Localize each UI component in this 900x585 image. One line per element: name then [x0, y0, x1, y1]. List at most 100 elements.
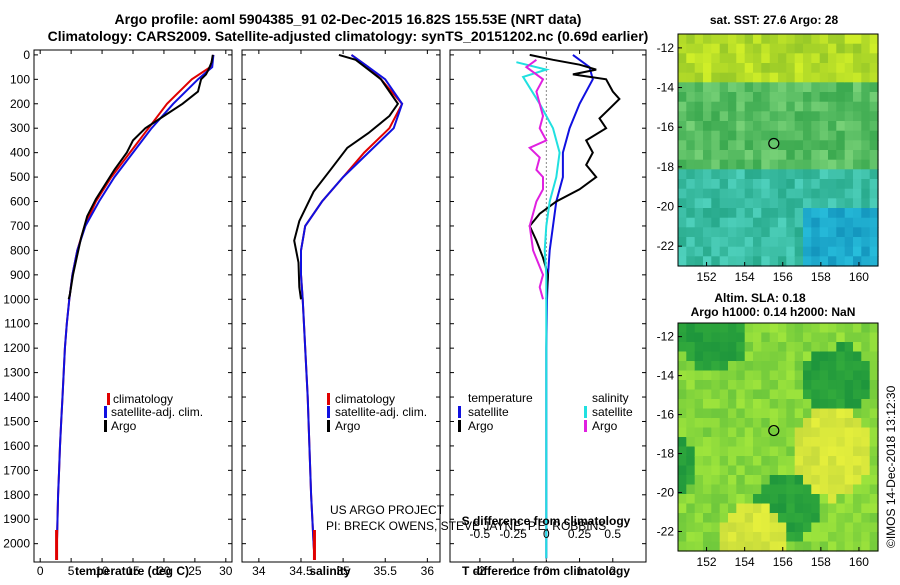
map-cell — [794, 246, 804, 257]
map-cell — [844, 237, 854, 248]
map-cell — [869, 188, 879, 199]
map-cell — [786, 370, 796, 381]
map-cell — [786, 101, 796, 112]
map-cell — [736, 513, 746, 524]
map-cell — [836, 208, 846, 219]
y-tick-label: 400 — [10, 146, 30, 160]
map-cell — [828, 92, 837, 103]
map-cell — [811, 227, 821, 238]
map-cell — [711, 140, 721, 151]
map-cell — [778, 389, 787, 400]
map-cell — [711, 92, 721, 103]
temperature-legend: climatology satellite-adj. clim. Argo — [104, 392, 203, 433]
map-cell — [711, 399, 721, 410]
map-cell — [678, 130, 687, 141]
map-cell — [753, 503, 762, 514]
map-cell — [744, 159, 754, 170]
map-cell — [769, 513, 779, 524]
y-tick-label: 1400 — [3, 390, 30, 404]
map-cell — [828, 198, 837, 209]
map-cell — [711, 541, 721, 552]
map-cell — [736, 323, 746, 334]
map-cell — [678, 408, 687, 419]
map-cell — [728, 169, 737, 180]
map-cell — [736, 101, 746, 112]
map-cell — [678, 380, 687, 391]
map-cell — [836, 342, 846, 353]
map-cell — [853, 82, 862, 93]
map-cell — [861, 342, 871, 353]
map-cell — [769, 332, 779, 343]
map-cell — [811, 427, 821, 438]
map-cell — [828, 456, 837, 467]
map-cell — [836, 43, 846, 54]
map-cell — [711, 111, 721, 122]
map-cell — [769, 43, 779, 54]
map-cell — [703, 370, 712, 381]
diff-legend-s-satellite: satellite — [592, 405, 633, 419]
map-cell — [728, 541, 737, 552]
map-cell — [711, 532, 721, 543]
map-cell — [694, 332, 704, 343]
map-cell — [761, 418, 771, 429]
map-cell — [761, 82, 771, 93]
map-cell — [736, 188, 746, 199]
map-cell — [828, 503, 837, 514]
map-cell — [694, 179, 704, 190]
map-cell — [794, 217, 804, 228]
map-cell — [753, 130, 762, 141]
map-cell — [811, 63, 821, 74]
map-cell — [711, 101, 721, 112]
map-cell — [678, 34, 687, 45]
map-cell — [819, 427, 829, 438]
map-cell — [853, 342, 862, 353]
map-cell — [728, 188, 737, 199]
map-cell — [819, 169, 829, 180]
map-cell — [794, 380, 804, 391]
map-cell — [869, 92, 879, 103]
map-cell — [794, 150, 804, 161]
map-cell — [769, 227, 779, 238]
map-cell — [828, 408, 837, 419]
map-cell — [703, 198, 712, 209]
map-cell — [728, 323, 737, 334]
map-cell — [686, 237, 696, 248]
map-cell — [803, 111, 812, 122]
map-cell — [736, 342, 746, 353]
map-cell — [803, 370, 812, 381]
map-cell — [794, 130, 804, 141]
map-frame — [677, 33, 879, 267]
map-cell — [869, 198, 879, 209]
map-cell — [819, 503, 829, 514]
map-cell — [703, 351, 712, 362]
y-tick-label: 1300 — [3, 366, 30, 380]
map-cell — [761, 532, 771, 543]
map-cell — [711, 237, 721, 248]
map-cell — [853, 408, 862, 419]
s-diff-ticks: -0.5 -0.25 0 0.25 0.5 — [470, 527, 622, 541]
map-cell — [861, 332, 871, 343]
map-cell — [686, 53, 696, 64]
map-cell — [703, 159, 712, 170]
map-cell — [786, 513, 796, 524]
map-cell — [711, 130, 721, 141]
map-cell — [811, 399, 821, 410]
map-cell — [853, 256, 862, 267]
map-cell — [728, 256, 737, 267]
map-cell — [836, 82, 846, 93]
map-cell — [728, 484, 737, 495]
map-cell — [861, 256, 871, 267]
map-cell — [703, 399, 712, 410]
map-cell — [819, 217, 829, 228]
map-cell — [819, 513, 829, 524]
map-cell — [853, 188, 862, 199]
map-cell — [778, 456, 787, 467]
map-cell — [753, 437, 762, 448]
map-cell — [769, 532, 779, 543]
map-cell — [761, 541, 771, 552]
map-cell — [794, 494, 804, 505]
map-cell — [711, 63, 721, 74]
map-cell — [861, 92, 871, 103]
map-cell — [869, 332, 879, 343]
map-cell — [686, 188, 696, 199]
